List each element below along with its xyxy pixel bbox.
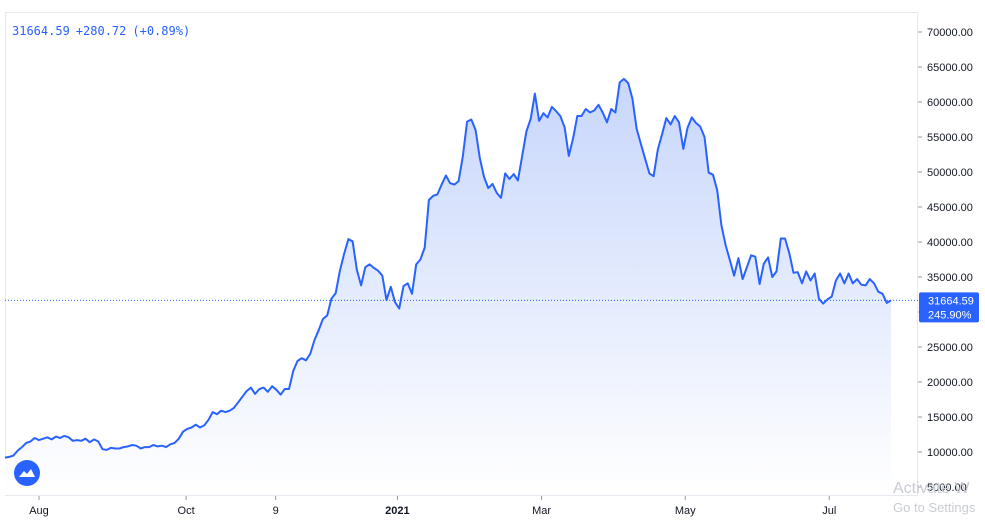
y-tick-label: 50000.00	[927, 167, 973, 179]
price-series-line	[4, 77, 892, 459]
x-tick-label: May	[675, 505, 696, 517]
x-tick-label: Jul	[822, 505, 836, 517]
y-tick-label: 70000.00	[927, 27, 973, 39]
current-price: 31664.59	[12, 24, 70, 38]
last-price-badge	[919, 292, 979, 323]
y-tick-label: 40000.00	[927, 237, 973, 249]
y-tick-label: 45000.00	[927, 202, 973, 214]
x-tick-label: 2021	[385, 505, 409, 517]
last-price-badge-percent: 245.90%	[928, 309, 972, 321]
y-tick-label: 60000.00	[927, 97, 973, 109]
y-tick-label: 65000.00	[927, 62, 973, 74]
x-tick-label: Oct	[178, 505, 195, 517]
y-tick-label: 15000.00	[927, 412, 973, 424]
y-tick-label: 20000.00	[927, 377, 973, 389]
watermark-line-1: Activate W	[893, 480, 970, 497]
y-tick-label: 35000.00	[927, 272, 973, 284]
price-area-fill	[5, 78, 891, 496]
price-change: +280.72	[75, 24, 127, 38]
price-change-percent: (+0.89%)	[132, 24, 191, 38]
plot-area	[5, 12, 918, 496]
x-tick-label: Aug	[29, 505, 49, 517]
x-tick-label: 9	[273, 505, 279, 517]
last-price-badge-value: 31664.59	[928, 295, 974, 307]
tradingview-logo-icon[interactable]	[14, 460, 40, 486]
windows-activation-watermark: Activate W Go to Settings	[893, 480, 975, 515]
y-tick-label: 25000.00	[927, 342, 973, 354]
y-tick-label: 55000.00	[927, 132, 973, 144]
x-tick-label: Mar	[532, 505, 551, 517]
watermark-line-2: Go to Settings	[893, 500, 976, 515]
y-tick-label: 10000.00	[927, 447, 973, 459]
price-readout: 31664.59 +280.72 (+0.89%)	[12, 24, 196, 38]
y-tick-label: 5000.00	[927, 482, 967, 494]
